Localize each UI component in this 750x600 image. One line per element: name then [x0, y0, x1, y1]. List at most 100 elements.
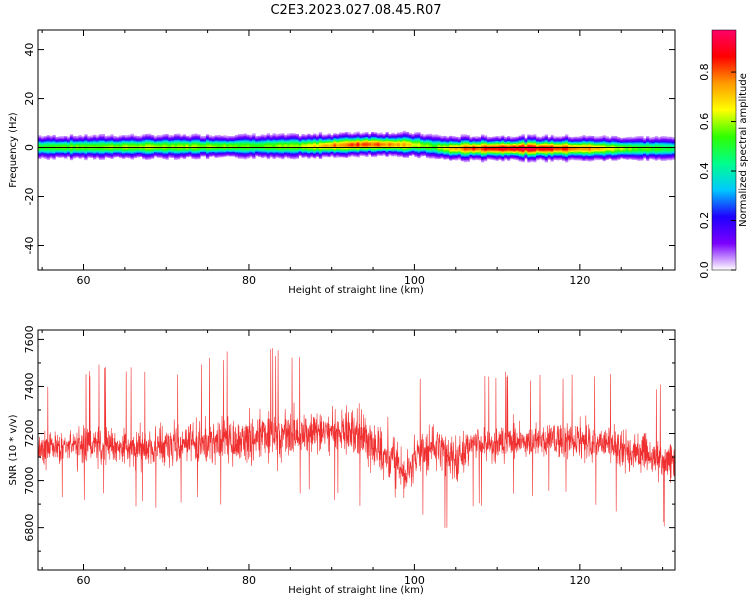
heatmap-cell [648, 139, 653, 142]
heatmap-cell [266, 152, 271, 154]
heatmap-cell [240, 146, 244, 148]
heatmap-cell [93, 149, 97, 151]
heatmap-cell [431, 145, 436, 148]
heatmap-cell [344, 145, 349, 147]
heatmap-cell [388, 142, 392, 145]
heatmap-cell [176, 133, 181, 136]
heatmap-cell [72, 156, 77, 159]
heatmap-cell [307, 137, 311, 139]
heatmap-cell [550, 143, 554, 146]
heatmap-cell [133, 136, 137, 139]
heatmap-cell [547, 150, 551, 152]
heatmap-cell [495, 137, 499, 139]
heatmap-cell [434, 134, 438, 136]
heatmap-cell [478, 157, 482, 160]
heatmap-cell [208, 153, 213, 155]
heatmap-cell [654, 159, 659, 161]
heatmap-cell [518, 157, 522, 160]
heatmap-cell [657, 151, 661, 153]
heatmap-cell [596, 158, 601, 161]
heatmap-cell [469, 155, 473, 158]
heatmap-cell [263, 149, 268, 151]
heatmap-cell [40, 155, 45, 157]
heatmap-cell [55, 136, 59, 139]
heatmap-cell [669, 137, 673, 140]
heatmap-cell [336, 133, 340, 136]
heatmap-cell [179, 138, 184, 141]
heatmap-cell [90, 145, 94, 147]
heatmap-cell [168, 144, 172, 146]
heatmap-cell [452, 150, 456, 153]
heatmap-cell [87, 140, 91, 143]
heatmap-cell [530, 152, 534, 155]
heatmap-cell [405, 151, 410, 154]
heatmap-cell [425, 149, 430, 152]
heatmap-cell [394, 143, 398, 146]
heatmap-cell [38, 137, 42, 140]
heatmap-cell [602, 151, 606, 154]
heatmap-cell [440, 156, 444, 159]
heatmap-cell [608, 137, 612, 140]
heatmap-cell [368, 139, 372, 141]
heatmap-cell [252, 135, 256, 138]
heatmap-cell [127, 156, 132, 159]
heatmap-cell [657, 145, 661, 148]
heatmap-cell [194, 140, 198, 142]
heatmap-cell [200, 148, 204, 150]
heatmap-cell [255, 153, 259, 156]
heatmap-cell [654, 150, 659, 152]
heatmap-cell [472, 153, 476, 155]
heatmap-cell [240, 145, 244, 147]
heatmap-cell [176, 152, 181, 154]
heatmap-cell [179, 156, 184, 158]
heatmap-cell [634, 154, 638, 156]
heatmap-cell [556, 140, 560, 142]
heatmap-cell [397, 153, 401, 155]
heatmap-cell [596, 150, 601, 153]
heatmap-cell [518, 143, 522, 145]
heatmap-cell [420, 153, 424, 156]
heatmap-cell [98, 135, 103, 137]
heatmap-cell [417, 144, 421, 147]
heatmap-cell [252, 141, 256, 143]
heatmap-cell [353, 133, 357, 135]
heatmap-cell [119, 136, 123, 139]
heatmap-cell [229, 153, 233, 156]
heatmap-cell [669, 136, 673, 139]
heatmap-cell [66, 153, 71, 155]
heatmap-cell [518, 148, 522, 151]
heatmap-cell [504, 140, 508, 142]
heatmap-cell [278, 136, 282, 139]
heatmap-cell [292, 134, 297, 137]
heatmap-cell [101, 158, 105, 160]
heatmap-cell [90, 138, 94, 141]
heatmap-cell [651, 154, 656, 157]
heatmap-cell [162, 138, 166, 141]
heatmap-cell [75, 139, 79, 141]
heatmap-cell [466, 146, 470, 148]
heatmap-cell [579, 139, 583, 141]
heatmap-cell [602, 150, 606, 153]
heatmap-cell [304, 144, 308, 147]
heatmap-cell [660, 156, 664, 158]
heatmap-cell [330, 140, 334, 143]
heatmap-cell [339, 150, 343, 152]
heatmap-cell [287, 150, 291, 152]
heatmap-cell [550, 142, 554, 144]
heatmap-cell [663, 156, 667, 158]
heatmap-cell [321, 143, 326, 146]
heatmap-cell [142, 145, 146, 148]
heatmap-cell [538, 154, 543, 157]
heatmap-cell [669, 153, 673, 155]
heatmap-cell [573, 141, 577, 143]
heatmap-cell [414, 137, 418, 140]
heatmap-cell [411, 137, 415, 139]
heatmap-cell [443, 145, 447, 148]
heatmap-cell [596, 155, 601, 157]
heatmap-cell [385, 155, 389, 157]
heatmap-cell [130, 155, 134, 158]
heatmap-cell [298, 153, 302, 155]
heatmap-cell [509, 154, 514, 156]
heatmap-cell [211, 138, 216, 140]
heatmap-cell [237, 157, 242, 159]
